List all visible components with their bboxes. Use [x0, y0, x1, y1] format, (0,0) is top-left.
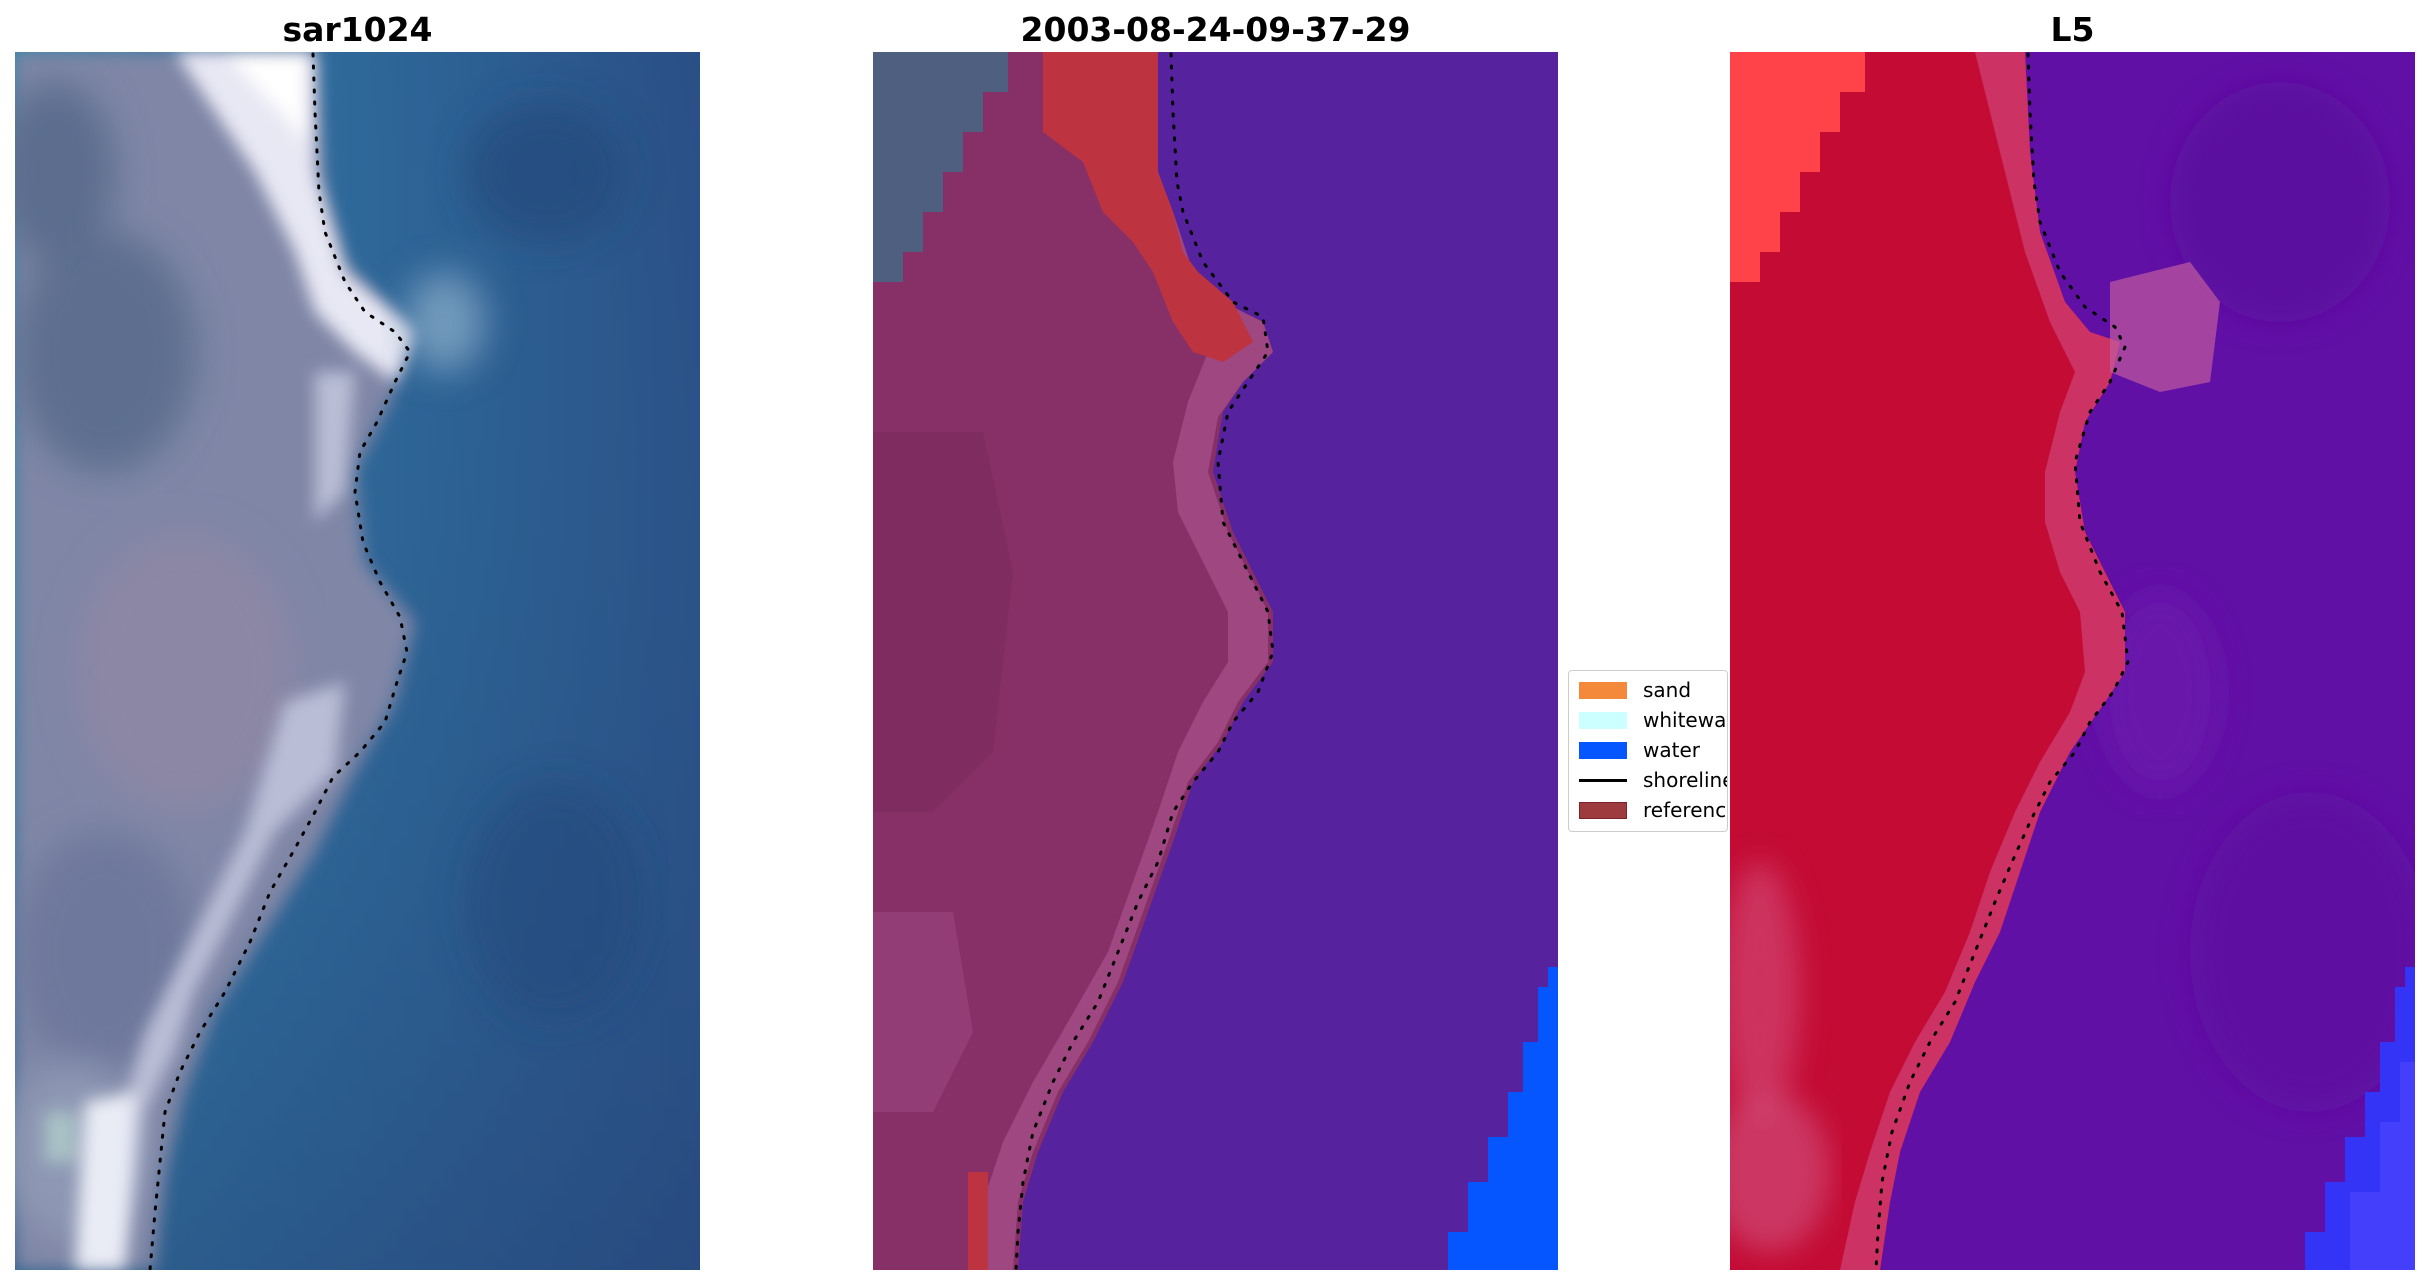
- legend-item-shoreline: shoreline: [1579, 765, 1728, 795]
- whitewater-swatch: [1579, 711, 1627, 729]
- legend-item-reference: reference: [1579, 795, 1727, 825]
- legend: sand whitewater water shoreline referenc…: [1568, 670, 1728, 832]
- water-swatch: [1579, 741, 1627, 759]
- sand-swatch: [1579, 681, 1627, 699]
- reference-swatch: [1579, 801, 1627, 819]
- panel-title-sar1024: sar1024: [282, 10, 433, 49]
- legend-item-water: water: [1579, 735, 1727, 765]
- classification-image: [873, 52, 1558, 1270]
- panel-title-l5: L5: [2050, 10, 2095, 49]
- legend-label-whitewater: whitewater: [1643, 708, 1727, 732]
- legend-label-sand: sand: [1643, 678, 1692, 702]
- shoreline: [1014, 52, 1275, 1270]
- true-color-image: [15, 52, 700, 1270]
- legend-label-shoreline: shoreline: [1643, 768, 1728, 792]
- probability-image: [1730, 52, 2415, 1270]
- shoreline-line-swatch: [1579, 778, 1627, 782]
- legend-item-whitewater: whitewater: [1579, 705, 1727, 735]
- panel-title-date: 2003-08-24-09-37-29: [1020, 10, 1411, 49]
- legend-label-reference: reference: [1643, 798, 1727, 822]
- legend-label-water: water: [1643, 738, 1700, 762]
- legend-item-sand: sand: [1579, 675, 1727, 705]
